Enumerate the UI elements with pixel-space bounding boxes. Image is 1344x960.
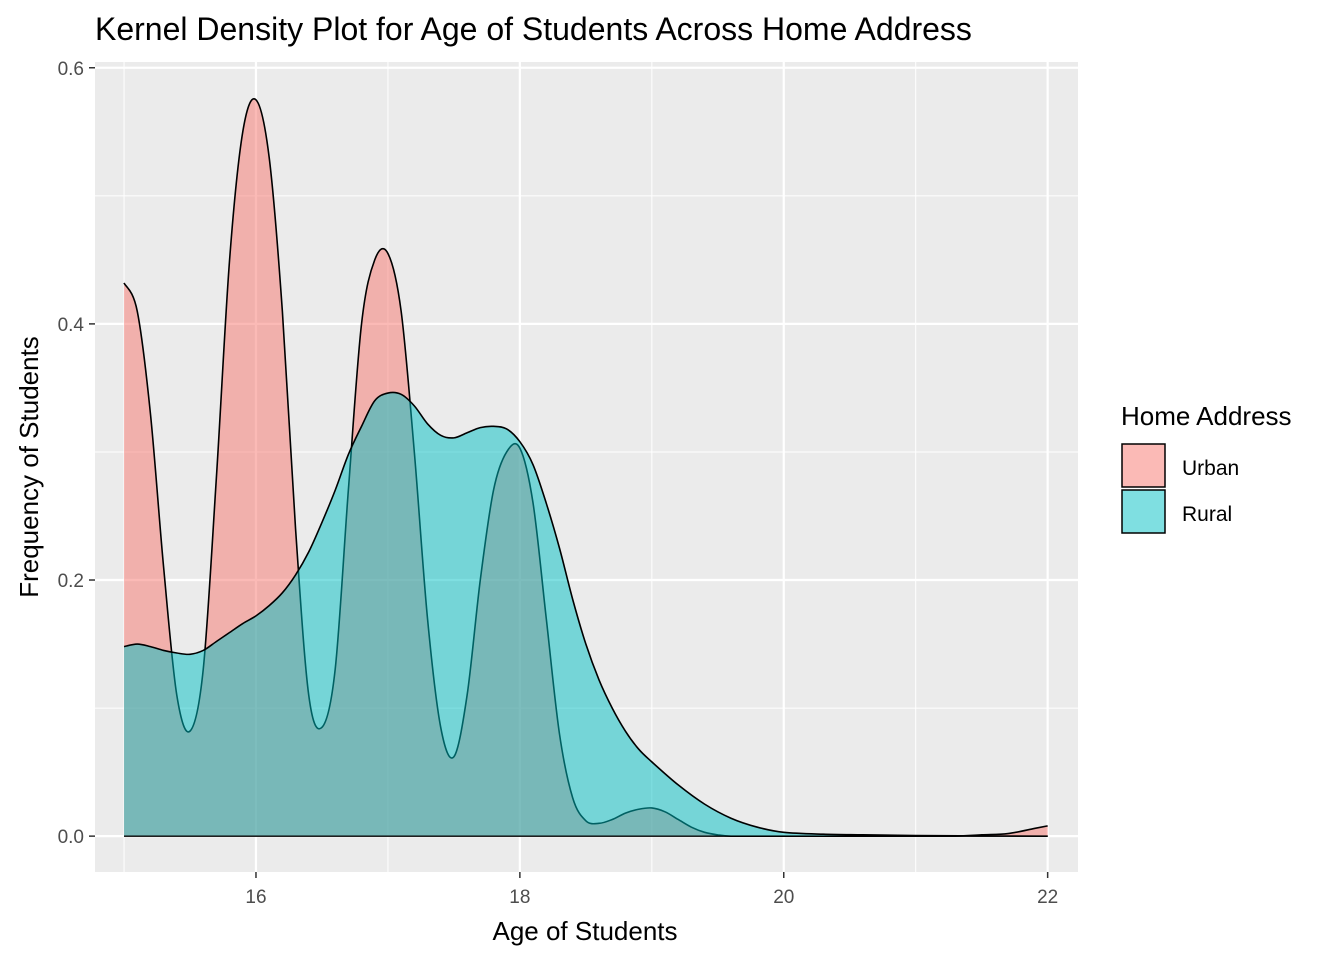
y-tick-label: 0.0 — [58, 827, 84, 848]
legend: Home Address Urban Rural — [1121, 401, 1292, 534]
legend-key-rural — [1121, 489, 1166, 534]
x-tick-label: 18 — [509, 887, 530, 908]
density-areas — [123, 98, 1048, 837]
y-axis-title: Frequency of Students — [14, 336, 44, 598]
density-line-rural — [123, 391, 1048, 837]
x-tick-label: 20 — [773, 887, 794, 908]
x-axis-title: Age of Students — [492, 916, 677, 946]
legend-key-urban — [1121, 443, 1166, 488]
x-tick-label: 16 — [245, 887, 266, 908]
x-axis: 16 18 20 22 — [245, 872, 1058, 908]
density-area-rural — [124, 392, 1048, 837]
grid-minor — [95, 62, 1078, 872]
legend-title: Home Address — [1121, 401, 1292, 431]
y-tick-label: 0.4 — [58, 315, 85, 336]
x-tick-label: 22 — [1037, 887, 1058, 908]
y-tick-label: 0.2 — [58, 571, 84, 592]
legend-label-rural: Rural — [1182, 503, 1232, 526]
y-tick-label: 0.6 — [58, 59, 84, 80]
y-axis: 0.0 0.2 0.4 0.6 — [58, 59, 95, 848]
legend-label-urban: Urban — [1182, 457, 1239, 480]
chart-title: Kernel Density Plot for Age of Students … — [95, 11, 972, 47]
